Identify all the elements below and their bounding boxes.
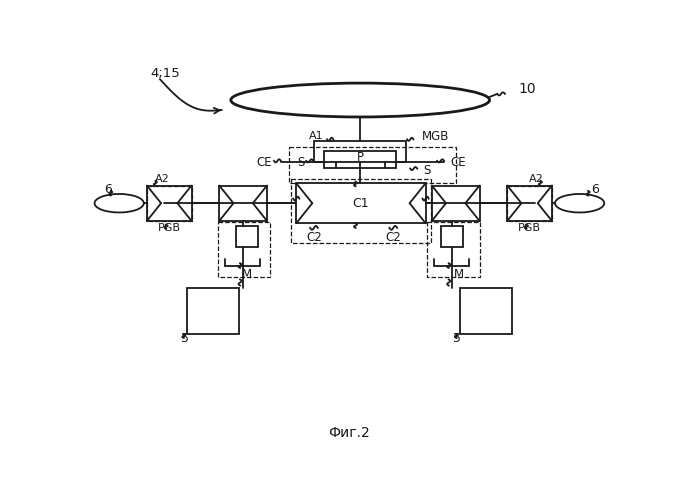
Text: CE: CE: [256, 156, 272, 169]
Ellipse shape: [95, 194, 144, 212]
Bar: [441, 226, 462, 247]
Text: 4;15: 4;15: [150, 68, 180, 80]
Bar: [291, 180, 431, 244]
Text: M: M: [242, 268, 252, 280]
Ellipse shape: [231, 83, 490, 117]
Bar: [432, 186, 479, 221]
Bar: [427, 222, 479, 277]
Text: S: S: [424, 164, 430, 176]
Bar: [507, 186, 552, 221]
Text: M: M: [454, 268, 464, 280]
Text: 5: 5: [180, 332, 189, 345]
Text: S: S: [297, 156, 304, 169]
Text: 10: 10: [518, 82, 536, 96]
Text: C2: C2: [385, 230, 401, 243]
Bar: [296, 183, 426, 223]
Bar: [218, 222, 270, 277]
Text: Фиг.2: Фиг.2: [328, 426, 370, 440]
Bar: [289, 147, 456, 183]
Text: C1: C1: [352, 196, 368, 209]
Text: A2: A2: [155, 174, 170, 184]
Text: A1: A1: [308, 131, 323, 141]
Bar: [187, 288, 239, 334]
Bar: [507, 186, 552, 221]
Bar: [460, 288, 512, 334]
Text: MGB: MGB: [422, 130, 449, 142]
Bar: [314, 141, 407, 163]
Text: C2: C2: [306, 230, 322, 243]
Text: A2: A2: [528, 174, 543, 184]
Bar: [236, 226, 258, 247]
Bar: [147, 186, 191, 221]
Text: 5: 5: [454, 332, 461, 345]
Bar: [147, 186, 191, 221]
Bar: [324, 151, 396, 168]
Text: CE: CE: [450, 156, 466, 169]
Text: P: P: [357, 152, 364, 164]
Bar: [219, 186, 267, 221]
Text: PGB: PGB: [518, 223, 541, 233]
Text: 6: 6: [104, 183, 112, 196]
Text: 6: 6: [591, 183, 599, 196]
Text: PGB: PGB: [158, 223, 180, 233]
Ellipse shape: [555, 194, 604, 212]
